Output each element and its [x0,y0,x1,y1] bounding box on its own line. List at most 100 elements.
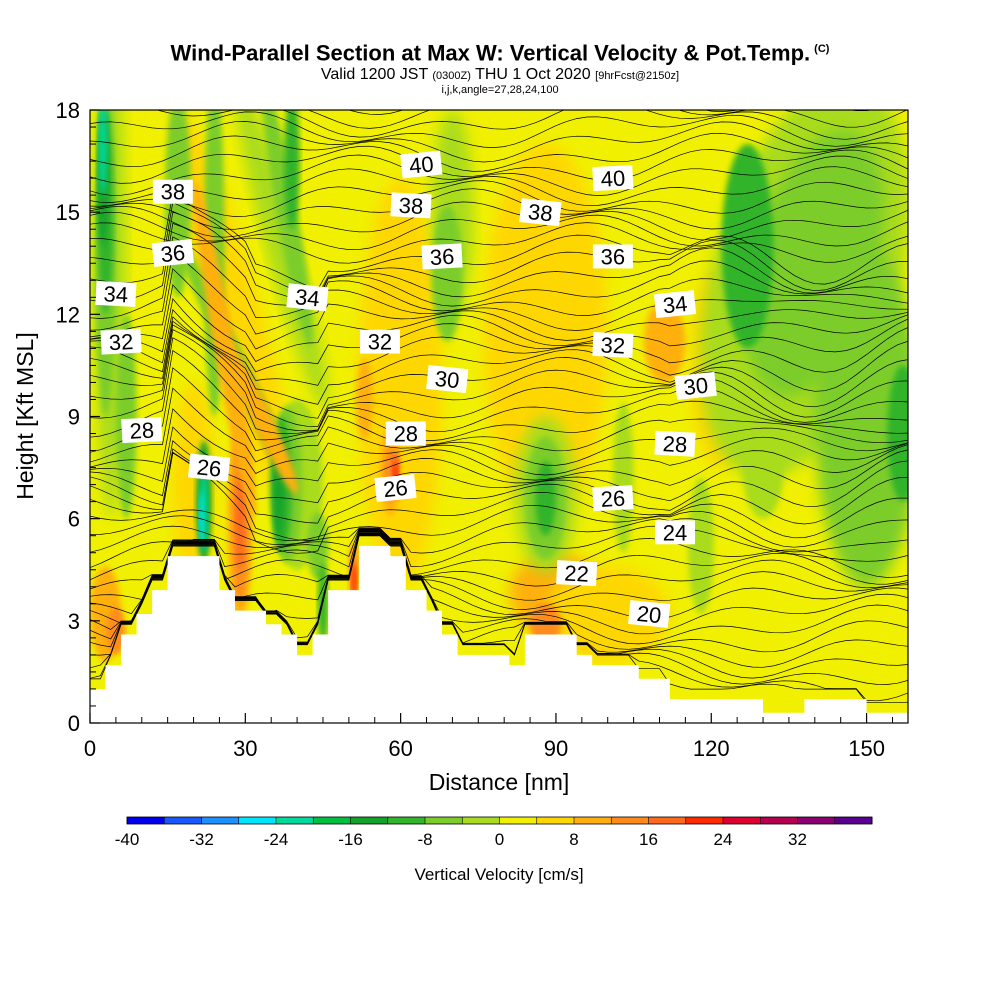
theta-label: 40 [592,165,634,192]
colorbar-swatch [760,817,798,824]
colorbar-swatch [164,817,202,824]
velocity-region [356,358,373,441]
isentrope-line [90,337,908,435]
colorbar-tick-label: -40 [115,830,140,849]
velocity-region [235,474,245,570]
isentrope-line [90,180,908,217]
isentrope-line [90,529,908,601]
theta-label: 30 [674,371,717,400]
colorbar-tick-label: 16 [639,830,658,849]
isentrope-line [90,515,908,554]
velocity-region [284,110,300,230]
colorbar-tick-label: 8 [569,830,578,849]
theta-label: 34 [286,283,329,312]
x-tick-label: 0 [84,736,96,761]
valid-utc: (0300Z) [432,70,471,83]
colorbar-tick-label: 32 [788,830,807,849]
isentrope-line [90,268,908,350]
velocity-region [721,144,774,349]
isentrope-line [90,525,908,567]
chart-title-text: Wind-Parallel Section at Max W: Vertical… [170,40,811,66]
x-axis-label: Distance [nm] [429,769,570,795]
colorbar-swatch [797,817,836,824]
y-tick-label: 0 [68,711,80,736]
isentrope-line [90,528,908,578]
colorbar-swatch [648,817,687,824]
theta-label-box [592,244,633,269]
x-tick-label: 60 [388,736,412,761]
theta-label-text: 20 [636,601,663,628]
theta-label: 40 [400,150,443,179]
y-tick-label: 18 [56,98,80,123]
colorbar-swatch [685,817,724,824]
isentrope-line [347,110,874,115]
colorbar-swatch [350,817,389,824]
isentrope-line [90,192,908,290]
isentrope-line [90,211,908,250]
theta-label: 34 [95,280,137,308]
colorbar-tick-label: -32 [189,830,214,849]
theta-label: 30 [426,365,469,393]
theta-label-text: 34 [294,284,321,311]
isentrope-line [90,166,908,207]
colorbar-tick-label: -8 [417,830,432,849]
theta-label: 32 [359,329,400,355]
theta-label-text: 38 [161,180,185,205]
y-tick-label: 12 [56,302,80,327]
colorbar-swatch [499,817,538,824]
isentrope-line [90,408,908,476]
theta-label-text: 34 [103,281,129,307]
theta-label-text: 38 [527,199,554,226]
theta-label-box [374,473,417,503]
theta-label-box [385,421,426,446]
isentrope-line [90,320,908,419]
isentrope-line [90,530,908,610]
isentrope-line [155,110,908,140]
valid-prefix: Valid 1200 JST [320,66,428,84]
y-tick-label: 9 [68,405,80,430]
theta-label-box [400,150,443,179]
isentrope-line [90,132,908,172]
velocity-region [351,562,357,597]
theta-label: 32 [100,328,142,355]
theta-label: 34 [653,290,697,318]
theta-label-text: 22 [564,561,590,587]
isentrope-line [90,67,908,105]
isentrope-line [90,188,908,230]
theta-label-box [286,283,329,312]
isentrope-line [90,452,908,554]
colorbar-swatch [611,817,649,824]
isentrope-line [90,308,908,386]
theta-label-text: 28 [129,417,155,443]
theta-label-text: 32 [600,332,626,358]
colorbar-swatch [834,817,873,824]
isentrope-line [90,251,908,335]
colorbar-swatch [201,817,240,824]
isentrope-line [90,329,908,432]
theta-label: 38 [390,192,432,219]
isentrope-line [90,201,908,297]
isentrope-line [90,222,908,264]
theta-label-text: 28 [662,431,688,457]
theta-label: 28 [654,430,696,457]
theta-label-box [359,329,400,354]
isentrope-line [90,367,908,453]
theta-label-text: 34 [662,291,689,318]
colorbar-swatch [574,817,612,824]
isentrope-line [90,145,908,184]
theta-label: 26 [592,485,634,512]
theta-label: 36 [592,244,633,269]
x-tick-label: 30 [233,736,257,761]
colorbar-swatch [462,817,500,824]
chart-subtitle: Valid 1200 JST (0300Z) THU 1 Oct 2020 [9… [0,66,1000,85]
theta-label-box [627,599,671,629]
isentrope-line [90,154,908,196]
velocity-region [535,460,556,536]
isentrope-line [90,236,908,319]
terrain-mask [90,545,908,723]
theta-label-text: 36 [159,240,186,267]
y-axis: 0 3 6 9 12 15 18 [56,98,100,736]
theta-label-box [592,331,634,359]
colorbar-tick-label: 0 [495,830,504,849]
